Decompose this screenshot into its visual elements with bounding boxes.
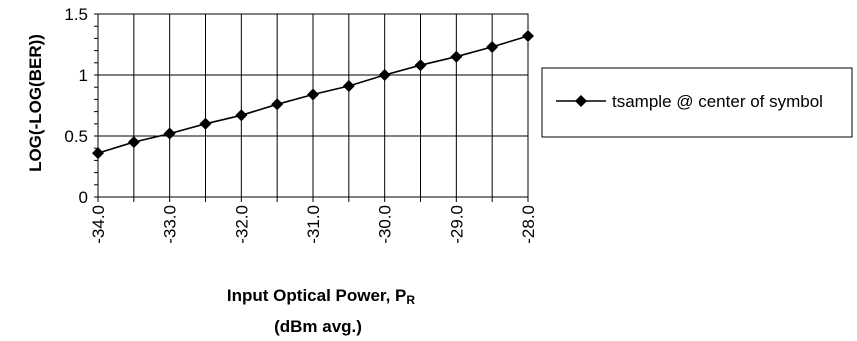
x-axis-tick-labels: -34.0 -33.0 -32.0 -31.0 -30.0 -29.0 -28.0 <box>89 205 538 244</box>
y-axis-tick-labels: 0 0.5 1 1.5 <box>64 5 88 207</box>
data-point <box>342 79 355 92</box>
grid-lines <box>97 13 529 198</box>
legend-series-marker <box>575 95 587 107</box>
x-axis-title: Input Optical Power, PR <box>227 286 415 307</box>
x-tick-label: -32.0 <box>232 205 251 244</box>
data-point <box>235 109 248 122</box>
minor-ticks <box>94 13 529 202</box>
data-point <box>414 59 427 72</box>
y-tick-label: 0 <box>79 188 88 207</box>
x-tick-label: -28.0 <box>519 205 538 244</box>
x-tick-label: -34.0 <box>89 205 108 244</box>
data-point <box>486 40 499 53</box>
data-point <box>163 127 176 140</box>
x-tick-label: -31.0 <box>304 205 323 244</box>
data-point <box>199 117 212 130</box>
data-point <box>307 88 319 101</box>
x-tick-label: -29.0 <box>447 205 466 244</box>
y-axis-title: LOG(-LOG(BER)) <box>26 34 45 172</box>
y-tick-label: 1 <box>79 66 88 85</box>
x-axis-title-subscript: R <box>406 293 415 307</box>
plot-area-border <box>97 13 529 198</box>
x-tick-label: -33.0 <box>161 205 180 244</box>
legend-box <box>541 67 853 138</box>
x-axis-title-main: Input Optical Power, P <box>227 286 406 305</box>
data-point <box>522 29 534 42</box>
y-tick-label: 1.5 <box>64 5 88 24</box>
data-point <box>92 147 104 160</box>
x-tick-label: -30.0 <box>376 205 395 244</box>
legend: tsample @ center of symbol <box>541 67 853 138</box>
data-point <box>271 98 284 111</box>
series-group <box>92 29 534 160</box>
legend-series-label: tsample @ center of symbol <box>612 92 823 111</box>
x-axis-title-units: (dBm avg.) <box>274 317 362 336</box>
data-point <box>127 136 140 149</box>
data-point <box>378 69 391 81</box>
y-tick-label: 0.5 <box>64 127 88 146</box>
data-point <box>450 50 463 63</box>
